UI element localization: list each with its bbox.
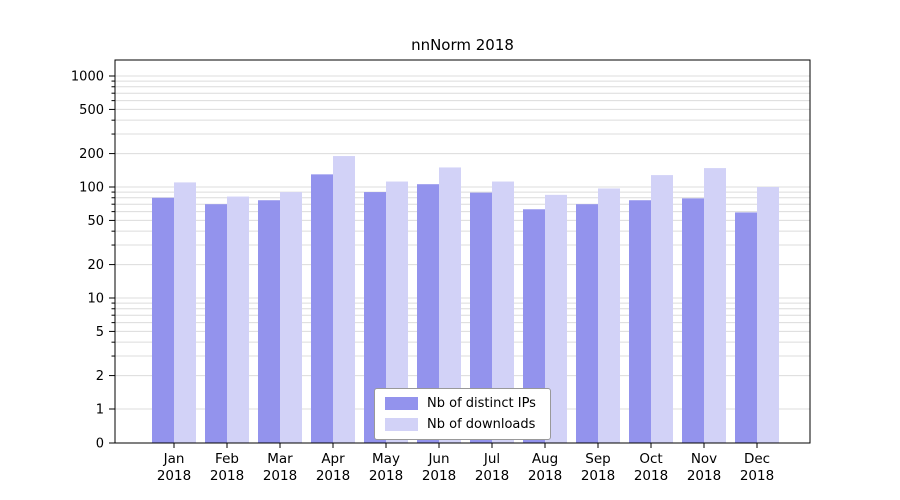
x-tick-label-year: 2018 <box>369 468 403 484</box>
chart-title: nnNorm 2018 <box>411 36 514 54</box>
bar-downloads-jul <box>492 181 514 443</box>
x-tick-label-year: 2018 <box>316 468 350 484</box>
bar-distinct-ips-may <box>364 192 386 443</box>
bar-downloads-mar <box>280 192 302 443</box>
x-tick-label-year: 2018 <box>581 468 615 484</box>
legend-item-distinct-ips: Nb of distinct IPs <box>385 396 536 411</box>
bar-distinct-ips-oct <box>629 200 651 443</box>
bar-distinct-ips-nov <box>682 198 704 443</box>
x-tick-label-year: 2018 <box>210 468 244 484</box>
bar-distinct-ips-dec <box>735 212 757 443</box>
x-tick-label-month: May <box>372 451 400 467</box>
x-tick-label-month: Aug <box>532 451 558 467</box>
bar-downloads-sep <box>598 188 620 443</box>
x-tick-label-month: Sep <box>585 451 610 467</box>
x-tick-label-year: 2018 <box>528 468 562 484</box>
y-tick-label: 200 <box>79 147 104 162</box>
y-tick-label: 1000 <box>71 70 104 85</box>
y-tick-label: 500 <box>79 103 104 118</box>
y-tick-label: 50 <box>87 214 104 229</box>
x-tick-label-year: 2018 <box>740 468 774 484</box>
x-tick-label-month: Jul <box>483 451 500 467</box>
y-tick-label: 0 <box>96 437 104 452</box>
bar-distinct-ips-jul <box>470 192 492 443</box>
bar-distinct-ips-sep <box>576 204 598 443</box>
bar-downloads-jan <box>174 182 196 444</box>
bar-downloads-aug <box>545 194 567 443</box>
bar-distinct-ips-jan <box>152 197 174 443</box>
x-tick-label-year: 2018 <box>422 468 456 484</box>
legend-label-distinct-ips: Nb of distinct IPs <box>427 396 536 411</box>
bar-downloads-oct <box>651 175 673 443</box>
bar-distinct-ips-feb <box>205 204 227 443</box>
x-tick-label-month: Feb <box>215 451 239 467</box>
bar-distinct-ips-jun <box>417 184 439 444</box>
x-tick-label-year: 2018 <box>263 468 297 484</box>
bar-distinct-ips-apr <box>311 174 333 443</box>
x-tick-label-month: Oct <box>639 451 662 467</box>
y-tick-label: 5 <box>96 325 104 340</box>
bar-downloads-dec <box>757 187 779 443</box>
x-tick-label-month: Apr <box>321 451 345 467</box>
x-tick-label-year: 2018 <box>687 468 721 484</box>
y-tick-label: 20 <box>87 258 104 273</box>
x-tick-label-month: Jan <box>163 451 185 467</box>
x-tick-label-month: Dec <box>744 451 770 467</box>
bar-distinct-ips-mar <box>258 200 280 443</box>
legend: Nb of distinct IPs Nb of downloads <box>374 388 551 440</box>
y-tick-label: 10 <box>87 292 104 307</box>
bar-downloads-nov <box>704 168 726 443</box>
y-tick-label: 1 <box>96 403 104 418</box>
legend-label-downloads: Nb of downloads <box>427 417 536 432</box>
plot-frame <box>114 59 811 444</box>
bar-distinct-ips-aug <box>523 209 545 443</box>
y-tick-label: 2 <box>96 369 104 384</box>
y-tick-label: 100 <box>79 181 104 196</box>
x-tick-label-month: Jun <box>427 451 449 467</box>
legend-swatch-distinct-ips <box>385 397 418 410</box>
legend-item-downloads: Nb of downloads <box>385 417 536 432</box>
x-tick-label-year: 2018 <box>157 468 191 484</box>
legend-swatch-downloads <box>385 418 418 431</box>
bar-downloads-jun <box>439 167 461 444</box>
bar-downloads-apr <box>333 156 355 443</box>
x-tick-label-month: Nov <box>691 451 717 467</box>
bar-downloads-feb <box>227 196 249 443</box>
bar-downloads-may <box>386 181 408 443</box>
x-tick-label-year: 2018 <box>634 468 668 484</box>
x-tick-label-month: Mar <box>267 451 293 467</box>
x-tick-label-year: 2018 <box>475 468 509 484</box>
